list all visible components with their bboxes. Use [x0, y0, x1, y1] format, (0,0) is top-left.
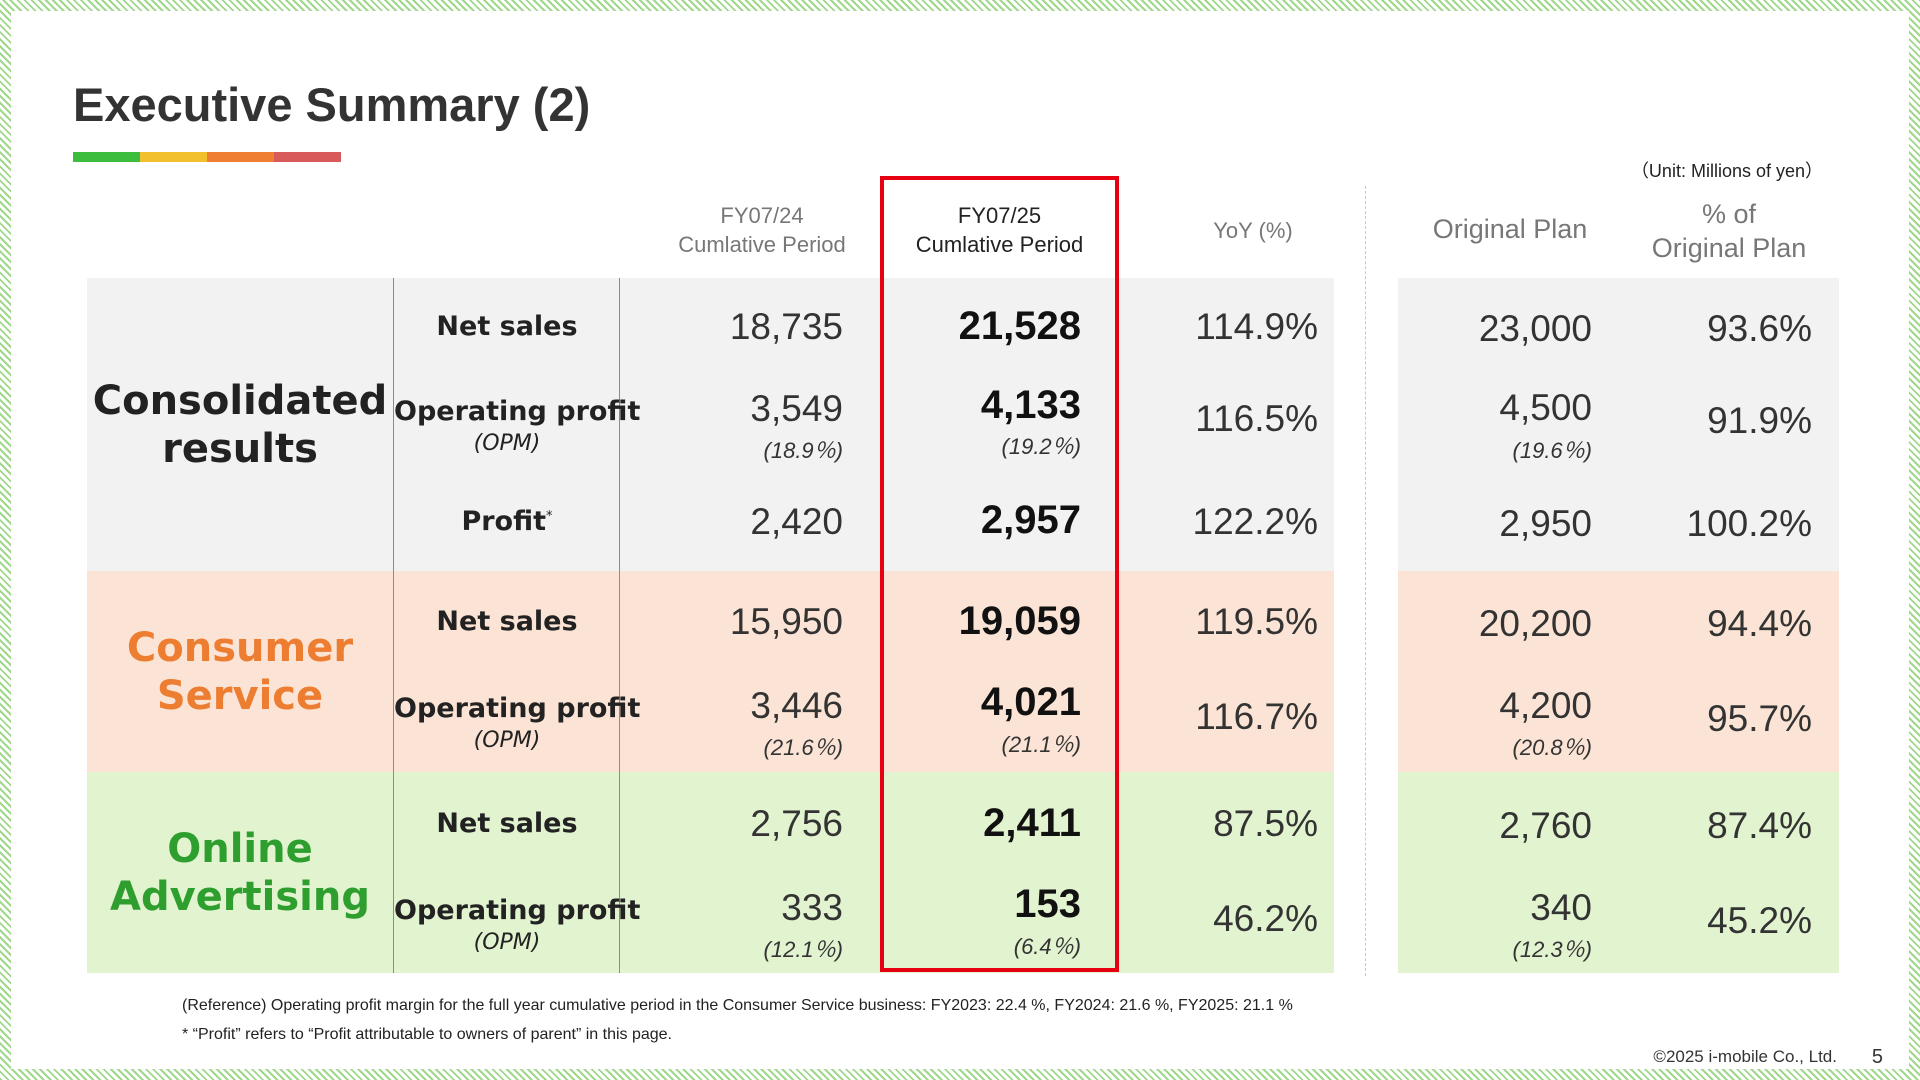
- unit-note: （Unit: Millions of yen）: [1630, 161, 1823, 181]
- header-original-plan: Original Plan: [1432, 214, 1588, 244]
- footnote-mark: *: [546, 509, 553, 524]
- current-period-highlight: [880, 176, 1119, 972]
- value-yoy: 114.9%: [1195, 306, 1318, 347]
- segment-online-label: Online Advertising: [87, 772, 393, 973]
- value-plan: 340: [1530, 887, 1592, 928]
- value-prev: 2,420: [750, 501, 843, 542]
- value-yoy: 116.7%: [1195, 696, 1318, 737]
- column-divider: [619, 278, 620, 973]
- row-sublabel: (OPM): [473, 930, 541, 955]
- value-plan: 2,950: [1499, 503, 1592, 544]
- row-label: Profit*: [394, 506, 620, 537]
- value-plan: 4,200: [1499, 685, 1592, 726]
- band-online-right: [1398, 772, 1839, 973]
- row-label: Operating profit: [394, 895, 641, 926]
- value-yoy: 119.5%: [1195, 601, 1318, 642]
- header-prev-line1: FY07/24: [720, 203, 804, 228]
- value-pct-plan: 91.9%: [1707, 400, 1812, 441]
- value-current: 4,133: [980, 383, 1081, 427]
- value-plan-opm: (19.6％): [1512, 438, 1592, 463]
- row-sublabel: (OPM): [473, 728, 541, 753]
- value-current-opm: (6.4％): [1013, 934, 1081, 959]
- header-current-period: FY07/25 Cumlative Period: [894, 201, 1105, 259]
- value-plan: 4,500: [1499, 387, 1592, 428]
- page-number: 5: [1871, 1046, 1883, 1068]
- value-pct-plan: 94.4%: [1707, 603, 1812, 644]
- header-curr-line2: Cumlative Period: [915, 232, 1084, 257]
- value-yoy: 122.2%: [1192, 501, 1319, 542]
- segment-name-line: Consumer: [126, 624, 354, 671]
- segment-name-line: Consolidated: [92, 377, 388, 424]
- segment-name-line: results: [162, 425, 318, 472]
- page-title: Executive Summary (2): [73, 78, 591, 131]
- band-consumer-right: [1398, 571, 1839, 772]
- row-label: Operating profit: [394, 693, 641, 724]
- title-bar-segment-yellow: [140, 152, 207, 162]
- value-pct-plan: 93.6%: [1707, 308, 1812, 349]
- section-divider: [1365, 186, 1366, 976]
- value-plan-opm: (20.8％): [1512, 735, 1592, 760]
- value-yoy: 87.5%: [1213, 803, 1318, 844]
- row-label: Net sales: [436, 606, 578, 637]
- header-curr-line1: FY07/25: [957, 203, 1042, 228]
- band-consolidated-left: [87, 278, 1334, 571]
- value-prev-opm: (18.9％): [763, 438, 843, 463]
- band-consolidated-right: [1398, 278, 1839, 571]
- segment-name-line: Service: [156, 672, 324, 719]
- value-prev: 3,549: [750, 388, 843, 429]
- value-current-opm: (19.2％): [1001, 434, 1081, 459]
- row-label-text: Profit: [461, 506, 547, 537]
- value-prev: 15,950: [729, 601, 843, 642]
- value-plan: 23,000: [1478, 308, 1592, 349]
- value-prev: 333: [781, 887, 843, 928]
- title-bar-segment-orange: [207, 152, 274, 162]
- value-prev-opm: (21.6％): [763, 735, 843, 760]
- value-current-opm: (21.1％): [1001, 732, 1081, 757]
- band-online-left: [87, 772, 1334, 973]
- value-pct-plan: 87.4%: [1707, 805, 1812, 846]
- value-plan-opm: (12.3％): [1512, 937, 1592, 962]
- title-bar-segment-green: [73, 152, 140, 162]
- segment-name-line: Online: [167, 825, 313, 872]
- value-current: 2,957: [980, 498, 1081, 542]
- value-current: 2,411: [983, 801, 1081, 845]
- value-pct-plan: 95.7%: [1707, 698, 1812, 739]
- value-prev: 2,756: [750, 803, 843, 844]
- value-current: 4,021: [980, 680, 1081, 724]
- value-prev-opm: (12.1％): [763, 937, 843, 962]
- row-sublabel: (OPM): [473, 431, 541, 456]
- value-yoy: 46.2%: [1213, 898, 1318, 939]
- value-current: 19,059: [958, 599, 1081, 643]
- header-prev-period: FY07/24 Cumlative Period: [658, 201, 866, 259]
- row-label: Net sales: [436, 808, 578, 839]
- band-consumer-left: [87, 571, 1334, 772]
- value-plan: 20,200: [1478, 603, 1592, 644]
- header-pct-line2: Original Plan: [1651, 233, 1807, 263]
- value-prev: 3,446: [750, 685, 843, 726]
- row-label: Operating profit: [394, 396, 641, 427]
- segment-name-line: Advertising: [110, 873, 370, 920]
- value-pct-plan: 45.2%: [1707, 900, 1812, 941]
- slide-content: Executive Summary (2) （Unit: Millions of…: [11, 11, 1909, 1069]
- value-prev: 18,735: [729, 306, 843, 347]
- header-yoy: YoY (%): [1213, 218, 1293, 243]
- value-yoy: 116.5%: [1195, 398, 1318, 439]
- footnote-reference: (Reference) Operating profit margin for …: [182, 997, 1293, 1014]
- row-label: Net sales: [436, 311, 578, 342]
- value-pct-plan: 100.2%: [1686, 503, 1813, 544]
- segment-consolidated-label: Consolidated results: [87, 278, 393, 571]
- header-pct-of-plan: % of Original Plan: [1623, 197, 1835, 265]
- footnote-profit-definition: * “Profit” refers to “Profit attributabl…: [182, 1026, 672, 1043]
- value-current: 153: [1014, 882, 1081, 926]
- header-prev-line2: Cumlative Period: [678, 232, 846, 257]
- copyright: ©2025 i-mobile Co., Ltd.: [1653, 1047, 1837, 1066]
- segment-consumer-label: Consumer Service: [87, 571, 393, 772]
- value-plan: 2,760: [1499, 805, 1592, 846]
- title-bar-segment-red: [274, 152, 341, 162]
- header-pct-line1: % of: [1701, 199, 1757, 229]
- value-current: 21,528: [958, 304, 1081, 348]
- column-divider: [393, 278, 394, 973]
